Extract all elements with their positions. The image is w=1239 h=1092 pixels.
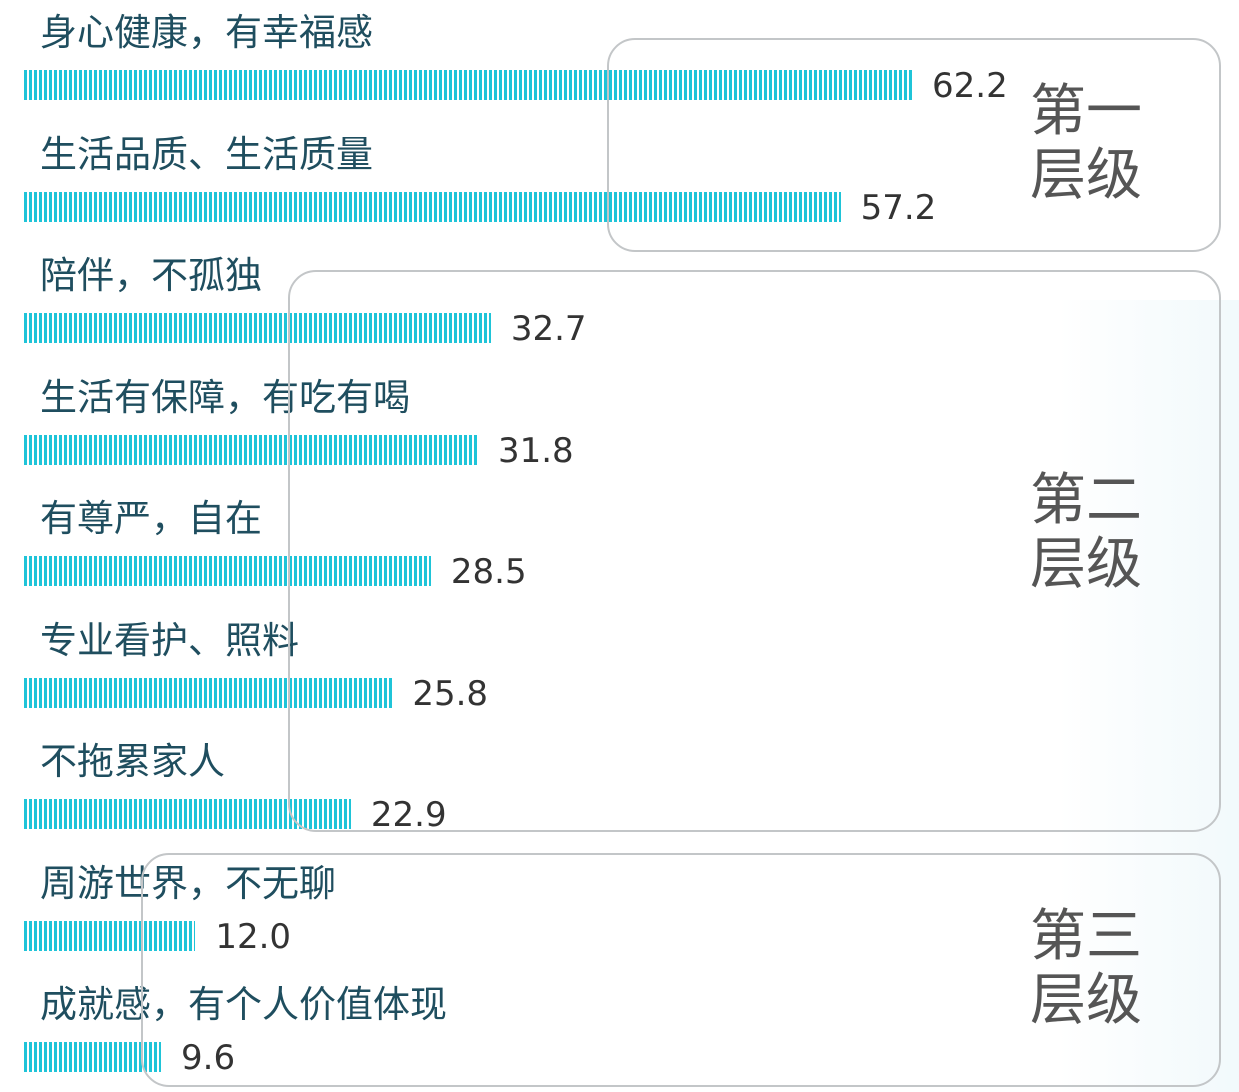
value-label: 32.7 — [510, 309, 587, 349]
value-label: 57.2 — [860, 187, 937, 228]
background-fade — [1058, 300, 1239, 1092]
category-label: 成就感，有个人价值体现 — [40, 983, 447, 1026]
tier-box-3 — [141, 853, 1221, 1087]
category-label: 有尊严，自在 — [40, 497, 262, 540]
category-label: 不拖累家人 — [40, 740, 225, 783]
tier-label-1: 第一 层级 — [1030, 80, 1142, 208]
bar — [24, 677, 393, 708]
bar — [24, 70, 912, 100]
bar — [24, 434, 478, 465]
bar — [24, 556, 431, 586]
value-label: 28.5 — [450, 552, 527, 592]
tier-box-2 — [288, 270, 1221, 832]
tier-label-3: 第三 层级 — [1030, 905, 1142, 1033]
value-label: 12.0 — [215, 916, 292, 957]
tier-label-3-line1: 第三 — [1030, 904, 1142, 969]
tier-label-1-line2: 层级 — [1030, 143, 1142, 208]
bar — [24, 313, 491, 343]
tier-label-2: 第二 层级 — [1030, 469, 1142, 597]
value-label: 25.8 — [412, 673, 489, 714]
bar — [24, 920, 196, 951]
category-label: 生活有保障，有吃有喝 — [40, 375, 410, 419]
tier-label-2-line1: 第二 — [1030, 468, 1142, 533]
category-label: 陪伴，不孤独 — [40, 254, 262, 297]
category-label: 专业看护、照料 — [40, 618, 299, 662]
bar — [24, 191, 841, 222]
category-label: 身心健康，有幸福感 — [40, 11, 373, 54]
bar — [24, 1042, 162, 1072]
category-label: 生活品质、生活质量 — [40, 132, 373, 176]
value-label: 22.9 — [370, 795, 447, 835]
value-label: 62.2 — [932, 66, 1008, 106]
value-label: 9.6 — [181, 1038, 236, 1078]
tier-label-1-line1: 第一 — [1030, 79, 1142, 144]
tier-box-1 — [607, 38, 1221, 252]
tier-label-3-line2: 层级 — [1030, 968, 1142, 1033]
category-label: 周游世界，不无聊 — [40, 861, 336, 905]
tier-label-2-line2: 层级 — [1030, 532, 1142, 597]
value-label: 31.8 — [497, 430, 574, 471]
